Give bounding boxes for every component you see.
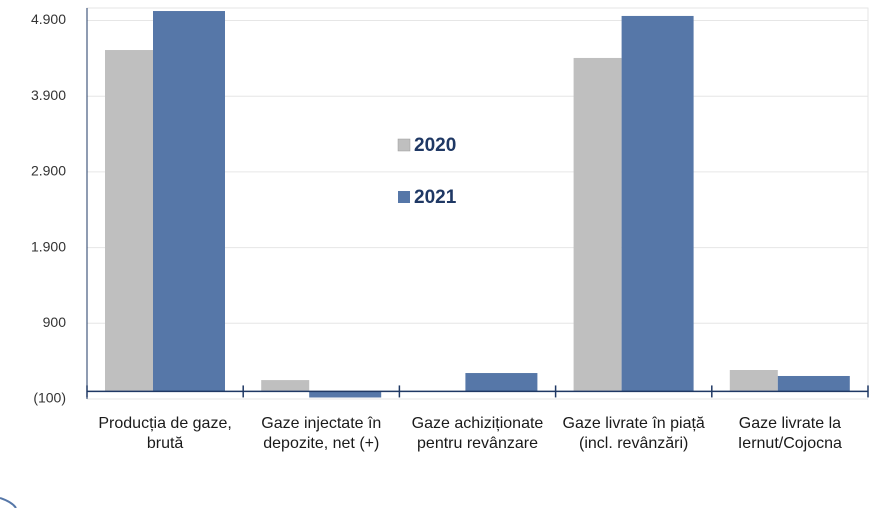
bar [153,11,225,392]
bar [261,380,310,392]
bar [465,373,538,392]
decoration [0,497,17,508]
y-tick-label: 1.900 [31,238,66,254]
x-tick-label: Producția de gaze, brută [98,415,232,452]
y-tick-label: 3.900 [31,87,66,103]
legend-label: 2020 [414,135,456,156]
x-tick-label: Gaze livrate la Iernut/Cojocna [737,415,842,452]
y-tick-label: 4.900 [31,11,66,27]
y-tick-label: (100) [33,390,66,406]
bar [777,375,850,392]
y-tick-label: 2.900 [31,163,66,179]
x-tick-label: Gaze achiziționate pentru revânzare [411,415,544,452]
legend-label: 2021 [414,187,457,208]
bar [729,370,778,392]
bar [573,57,622,392]
bar [309,391,382,398]
legend-swatch [397,138,411,152]
legend-swatch [398,191,410,203]
bar [105,50,153,392]
x-tick-label: Gaze livrate în piață (incl. revânzări) [562,415,705,452]
y-tick-label: 900 [43,314,67,330]
x-tick-label: Gaze injectate în depozite, net (+) [261,415,382,452]
bar [621,15,694,392]
